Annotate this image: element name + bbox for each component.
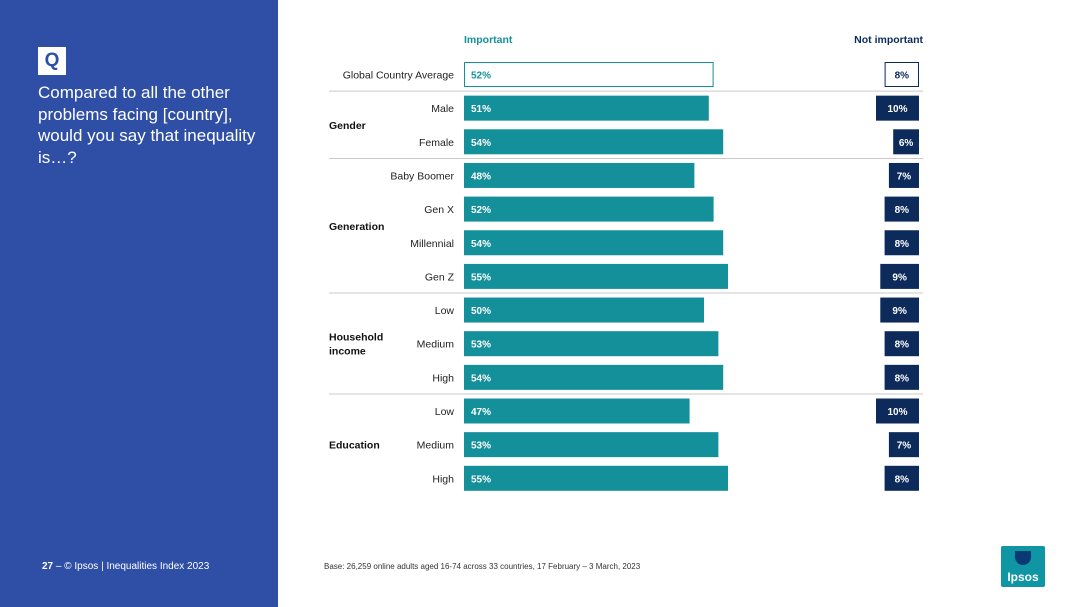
- bar-important: [464, 129, 724, 155]
- value-label-not-important: 10%: [887, 407, 907, 418]
- value-label-not-important: 8%: [895, 205, 910, 216]
- base-note: Base: 26,259 online adults aged 16-74 ac…: [324, 562, 641, 571]
- value-label-not-important: 9%: [892, 306, 907, 317]
- page-number: 27: [42, 561, 54, 572]
- column-header-important: Important: [464, 34, 513, 46]
- row-label: High: [432, 473, 454, 485]
- row-label: Gen Z: [425, 271, 455, 283]
- bar-important: [464, 297, 704, 323]
- bar-not-important: [884, 196, 919, 222]
- bar-not-important: [880, 263, 919, 289]
- bar-important: [464, 465, 728, 491]
- bar-important: [464, 331, 719, 357]
- value-label-not-important: 6%: [899, 138, 914, 149]
- value-label-important: 53%: [471, 340, 491, 351]
- value-label-not-important: 9%: [892, 272, 907, 283]
- value-label-important: 54%: [471, 239, 491, 250]
- value-label-important: 47%: [471, 407, 491, 418]
- value-label-important: 53%: [471, 441, 491, 452]
- bar-not-important: [876, 398, 919, 424]
- bar-important: [464, 398, 690, 424]
- value-label-not-important: 7%: [897, 171, 912, 182]
- bar-important: [464, 196, 714, 222]
- bar-not-important: [880, 297, 919, 323]
- row-label: Low: [435, 406, 455, 418]
- bar-not-important: [888, 432, 919, 458]
- bar-important: [464, 230, 724, 256]
- value-label-important: 55%: [471, 474, 491, 485]
- value-label-important: 48%: [471, 171, 491, 182]
- value-label-important: 55%: [471, 272, 491, 283]
- bar-important: [464, 95, 709, 121]
- group-label: Household: [329, 332, 383, 344]
- row-label: Baby Boomer: [390, 170, 454, 182]
- row-label: Medium: [417, 339, 455, 351]
- ipsos-logo-text: Ipsos: [1007, 570, 1039, 584]
- value-label-important: 52%: [471, 205, 491, 216]
- bar-not-important: [888, 162, 919, 188]
- footer-copyright: – © Ipsos | Inequalities Index 2023: [55, 561, 210, 572]
- value-label-not-important: 8%: [895, 71, 910, 82]
- bar-not-important: [884, 230, 919, 256]
- row-label: Medium: [417, 440, 455, 452]
- value-label-not-important: 8%: [895, 373, 910, 384]
- ipsos-logo-mark: [1015, 551, 1031, 565]
- bar-not-important: [884, 62, 919, 87]
- group-label: Gender: [329, 120, 366, 132]
- bar-important: [464, 62, 714, 87]
- bar-important: [464, 432, 719, 458]
- group-label: Education: [329, 440, 380, 452]
- value-label-not-important: 7%: [897, 441, 912, 452]
- footer: 27 – © Ipsos | Inequalities Index 2023: [42, 561, 209, 572]
- bar-important: [464, 263, 728, 289]
- bar-important: [464, 364, 724, 390]
- value-label-not-important: 8%: [895, 474, 910, 485]
- bar-not-important: [884, 364, 919, 390]
- value-label-not-important: 8%: [895, 340, 910, 351]
- value-label-not-important: 8%: [895, 239, 910, 250]
- row-label: Global Country Average: [343, 70, 454, 82]
- sidebar-panel: Q Compared to all the other problems fac…: [0, 0, 278, 607]
- bar-not-important: [876, 95, 919, 121]
- value-label-important: 54%: [471, 373, 491, 384]
- bar-not-important: [884, 331, 919, 357]
- group-label: Generation: [329, 221, 384, 233]
- question-badge: Q: [38, 47, 66, 75]
- row-label: Male: [431, 103, 454, 115]
- column-header-not-important: Not important: [854, 34, 923, 46]
- value-label-not-important: 10%: [887, 104, 907, 115]
- row-label: Gen X: [424, 204, 454, 216]
- row-label: Low: [435, 305, 455, 317]
- row-label: Millennial: [410, 238, 454, 250]
- group-label: income: [329, 346, 366, 358]
- question-text: Compared to all the other problems facin…: [38, 83, 256, 167]
- bar-not-important: [893, 129, 919, 155]
- inequality-importance-chart: Important Not important Gender Generation Ho…: [329, 34, 923, 491]
- value-label-important: 50%: [471, 306, 491, 317]
- bar-important: [464, 162, 695, 188]
- row-label: High: [432, 372, 454, 384]
- value-label-important: 52%: [471, 71, 491, 82]
- value-label-important: 54%: [471, 138, 491, 149]
- row-label: Female: [419, 137, 454, 149]
- value-label-important: 51%: [471, 104, 491, 115]
- ipsos-logo: Ipsos: [1001, 546, 1045, 587]
- bar-not-important: [884, 465, 919, 491]
